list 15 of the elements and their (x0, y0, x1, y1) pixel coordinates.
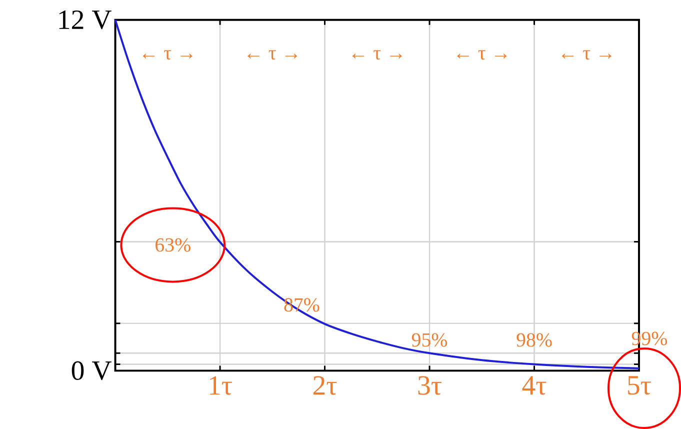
annotation: 95% (412, 333, 448, 347)
y-tick-label: 12 V (59, 10, 112, 30)
x-tick-label: 5τ (628, 376, 651, 395)
annotation: ← τ → (562, 50, 612, 60)
annotation: 63% (156, 238, 190, 252)
annotation: ← τ → (248, 50, 298, 60)
x-tick-label: 3τ (418, 376, 442, 395)
x-tick-label: 4τ (522, 376, 546, 395)
y-tick-label: 0 V (72, 361, 112, 380)
annotation: ← τ → (457, 50, 507, 60)
x-tick-label: 2τ (313, 376, 337, 395)
annotation: ← τ → (352, 50, 402, 60)
annotation: ← τ → (142, 50, 192, 60)
annotation: 98% (516, 333, 552, 347)
x-tick-label: 1τ (210, 376, 232, 395)
